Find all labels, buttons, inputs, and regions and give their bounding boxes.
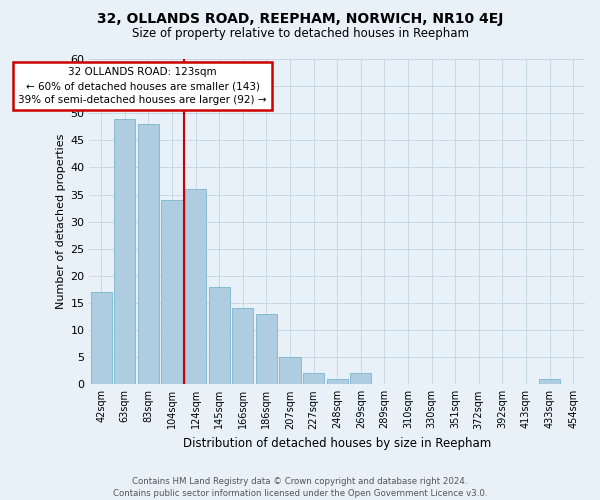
Bar xyxy=(91,292,112,384)
Y-axis label: Number of detached properties: Number of detached properties xyxy=(56,134,66,310)
Text: Contains HM Land Registry data © Crown copyright and database right 2024.
Contai: Contains HM Land Registry data © Crown c… xyxy=(113,476,487,498)
Bar xyxy=(209,286,230,384)
Bar xyxy=(326,379,348,384)
Bar xyxy=(232,308,253,384)
Bar xyxy=(114,118,136,384)
Bar xyxy=(539,379,560,384)
Bar xyxy=(161,200,182,384)
Bar xyxy=(185,189,206,384)
X-axis label: Distribution of detached houses by size in Reepham: Distribution of detached houses by size … xyxy=(183,437,491,450)
Text: 32, OLLANDS ROAD, REEPHAM, NORWICH, NR10 4EJ: 32, OLLANDS ROAD, REEPHAM, NORWICH, NR10… xyxy=(97,12,503,26)
Bar xyxy=(138,124,159,384)
Bar xyxy=(350,374,371,384)
Text: Size of property relative to detached houses in Reepham: Size of property relative to detached ho… xyxy=(131,28,469,40)
Bar xyxy=(303,374,324,384)
Bar xyxy=(256,314,277,384)
Bar xyxy=(280,357,301,384)
Text: 32 OLLANDS ROAD: 123sqm
← 60% of detached houses are smaller (143)
39% of semi-d: 32 OLLANDS ROAD: 123sqm ← 60% of detache… xyxy=(18,67,267,105)
